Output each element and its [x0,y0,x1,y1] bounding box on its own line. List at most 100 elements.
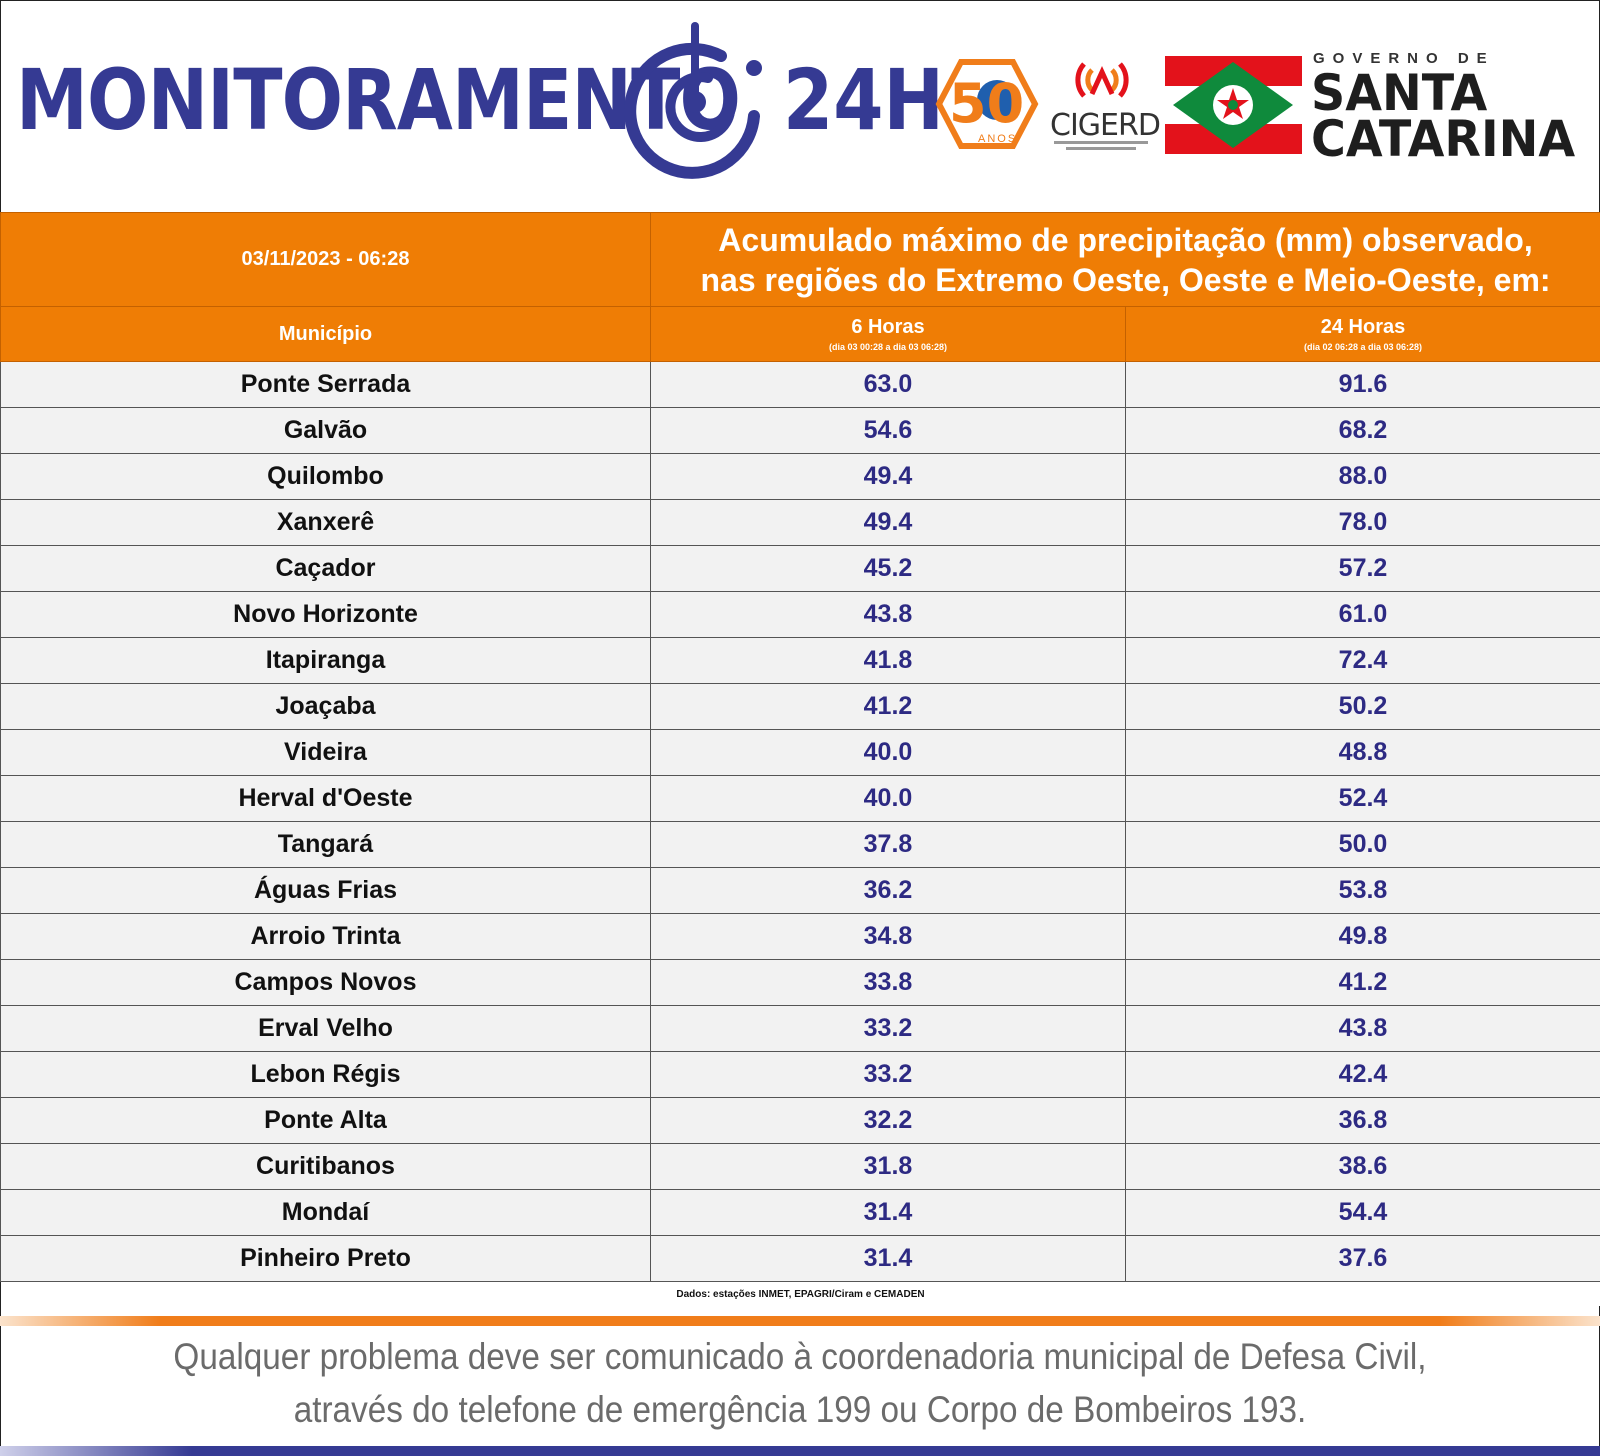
precip-6h-cell: 34.8 [650,913,1126,960]
precip-6h-cell: 33.2 [650,1051,1126,1098]
municipio-cell: Videira [0,729,651,776]
precipitation-table: 03/11/2023 - 06:28 Acumulado máximo de p… [0,212,1600,1306]
table-row: Erval Velho 33.2 43.8 [0,1005,1600,1052]
municipio-cell: Águas Frias [0,867,651,914]
column-header-6h-label: 6 Horas [851,316,925,338]
table-title-line2: nas regiões do Extremo Oeste, Oeste e Me… [700,261,1551,298]
precip-24h-cell: 36.8 [1124,1097,1600,1144]
footer-notice-line2: através do telefone de emergência 199 ou… [293,1389,1307,1430]
badge-50-label: ANOS [978,133,1018,145]
precip-24h-cell: 72.4 [1124,637,1600,684]
precip-6h-cell: 40.0 [650,775,1126,822]
municipio-cell: Quilombo [0,453,651,500]
government-label: GOVERNO DE [1313,50,1495,67]
precip-6h-cell: 33.2 [650,1005,1126,1052]
table-row: Ponte Serrada 63.0 91.6 [0,361,1600,408]
municipio-cell: Tangará [0,821,651,868]
table-row: Pinheiro Preto 31.4 37.6 [0,1235,1600,1282]
precip-6h-cell: 31.4 [650,1235,1126,1282]
precip-24h-cell: 68.2 [1124,407,1600,454]
table-row: Campos Novos 33.8 41.2 [0,959,1600,1006]
precip-24h-cell: 42.4 [1124,1051,1600,1098]
precip-24h-cell: 53.8 [1124,867,1600,914]
table-row: Joaçaba 41.2 50.2 [0,683,1600,730]
table-row: Ponte Alta 32.2 36.8 [0,1097,1600,1144]
municipio-cell: Herval d'Oeste [0,775,651,822]
precip-6h-cell: 41.8 [650,637,1126,684]
precip-24h-cell: 43.8 [1124,1005,1600,1052]
municipio-cell: Campos Novos [0,959,651,1006]
badge-50-number: 50 [949,72,1024,135]
municipio-cell: Itapiranga [0,637,651,684]
precip-6h-cell: 33.8 [650,959,1126,1006]
precip-24h-cell: 38.6 [1124,1143,1600,1190]
precip-6h-cell: 49.4 [650,499,1126,546]
table-row: Águas Frias 36.2 53.8 [0,867,1600,914]
precip-6h-cell: 31.4 [650,1189,1126,1236]
table-row: Curitibanos 31.8 38.6 [0,1143,1600,1190]
precip-24h-cell: 41.2 [1124,959,1600,1006]
precip-24h-cell: 88.0 [1124,453,1600,500]
precip-6h-cell: 49.4 [650,453,1126,500]
precip-6h-cell: 54.6 [650,407,1126,454]
precip-6h-cell: 36.2 [650,867,1126,914]
column-header-6h-range: (dia 03 00:28 a dia 03 06:28) [828,342,948,352]
table-row: Novo Horizonte 43.8 61.0 [0,591,1600,638]
footer-blue-divider [0,1446,1600,1456]
municipio-cell: Novo Horizonte [0,591,651,638]
municipio-cell: Caçador [0,545,651,592]
column-header-6h: 6 Horas (dia 03 00:28 a dia 03 06:28) [650,306,1126,362]
data-source-note: Dados: estações INMET, EPAGRI/Ciram e CE… [0,1281,1600,1306]
municipio-cell: Joaçaba [0,683,651,730]
column-header-municipio-label: Município [278,322,373,345]
precip-24h-cell: 78.0 [1124,499,1600,546]
municipio-cell: Mondaí [0,1189,651,1236]
precip-6h-cell: 45.2 [650,545,1126,592]
precip-24h-cell: 54.4 [1124,1189,1600,1236]
column-header-24h: 24 Horas (dia 02 06:28 a dia 03 06:28) [1124,306,1600,362]
table-row: Lebon Régis 33.2 42.4 [0,1051,1600,1098]
footer-notice-line1: Qualquer problema deve ser comunicado à … [173,1336,1427,1377]
municipio-cell: Pinheiro Preto [0,1235,651,1282]
table-row: Arroio Trinta 34.8 49.8 [0,913,1600,960]
municipio-cell: Ponte Alta [0,1097,651,1144]
table-row: Caçador 45.2 57.2 [0,545,1600,592]
footer-notice: Qualquer problema deve ser comunicado à … [80,1330,1520,1436]
precip-6h-cell: 63.0 [650,361,1126,408]
precip-6h-cell: 31.8 [650,1143,1126,1190]
cigerd-label: CIGERD [1050,108,1161,143]
cigerd-subtitle-line [1054,141,1148,144]
table-row: Galvão 54.6 68.2 [0,407,1600,454]
precip-24h-cell: 37.6 [1124,1235,1600,1282]
municipio-cell: Galvão [0,407,651,454]
column-header-municipio: Município [0,306,651,362]
cigerd-subtitle-line [1066,147,1136,150]
brand-title: MONITORAMENTO [16,51,741,149]
municipio-cell: Curitibanos [0,1143,651,1190]
table-title: Acumulado máximo de precipitação (mm) ob… [649,212,1600,307]
brand-24h-label: 24H [783,51,944,149]
municipio-cell: Erval Velho [0,1005,651,1052]
header: MONITORAMENTO 24H 50 ANOS CIGERD GOVERNO… [0,0,1600,212]
precip-24h-cell: 91.6 [1124,361,1600,408]
precip-24h-cell: 52.4 [1124,775,1600,822]
data-source-row: Dados: estações INMET, EPAGRI/Ciram e CE… [0,1281,1600,1306]
santa-catarina-flag-icon [1165,56,1302,154]
target-24h-icon [624,22,762,179]
column-header-24h-range: (dia 02 06:28 a dia 03 06:28) [1303,342,1423,352]
table-row: Itapiranga 41.8 72.4 [0,637,1600,684]
table-row: Tangará 37.8 50.0 [0,821,1600,868]
precipitation-table-wrapper: 03/11/2023 - 06:28 Acumulado máximo de p… [0,212,1600,1306]
table-title-line1: Acumulado máximo de precipitação (mm) ob… [718,221,1533,258]
precip-6h-cell: 41.2 [650,683,1126,730]
table-title-row: 03/11/2023 - 06:28 Acumulado máximo de p… [0,212,1600,307]
precip-24h-cell: 50.2 [1124,683,1600,730]
state-name-line1: SANTA [1311,64,1488,122]
column-header-24h-label: 24 Horas [1320,316,1406,338]
precip-24h-cell: 49.8 [1124,913,1600,960]
state-name-line2: CATARINA [1311,110,1576,168]
report-date: 03/11/2023 - 06:28 [0,212,651,307]
fifty-years-badge-icon: 50 [935,59,1039,149]
precip-24h-cell: 50.0 [1124,821,1600,868]
municipio-cell: Arroio Trinta [0,913,651,960]
